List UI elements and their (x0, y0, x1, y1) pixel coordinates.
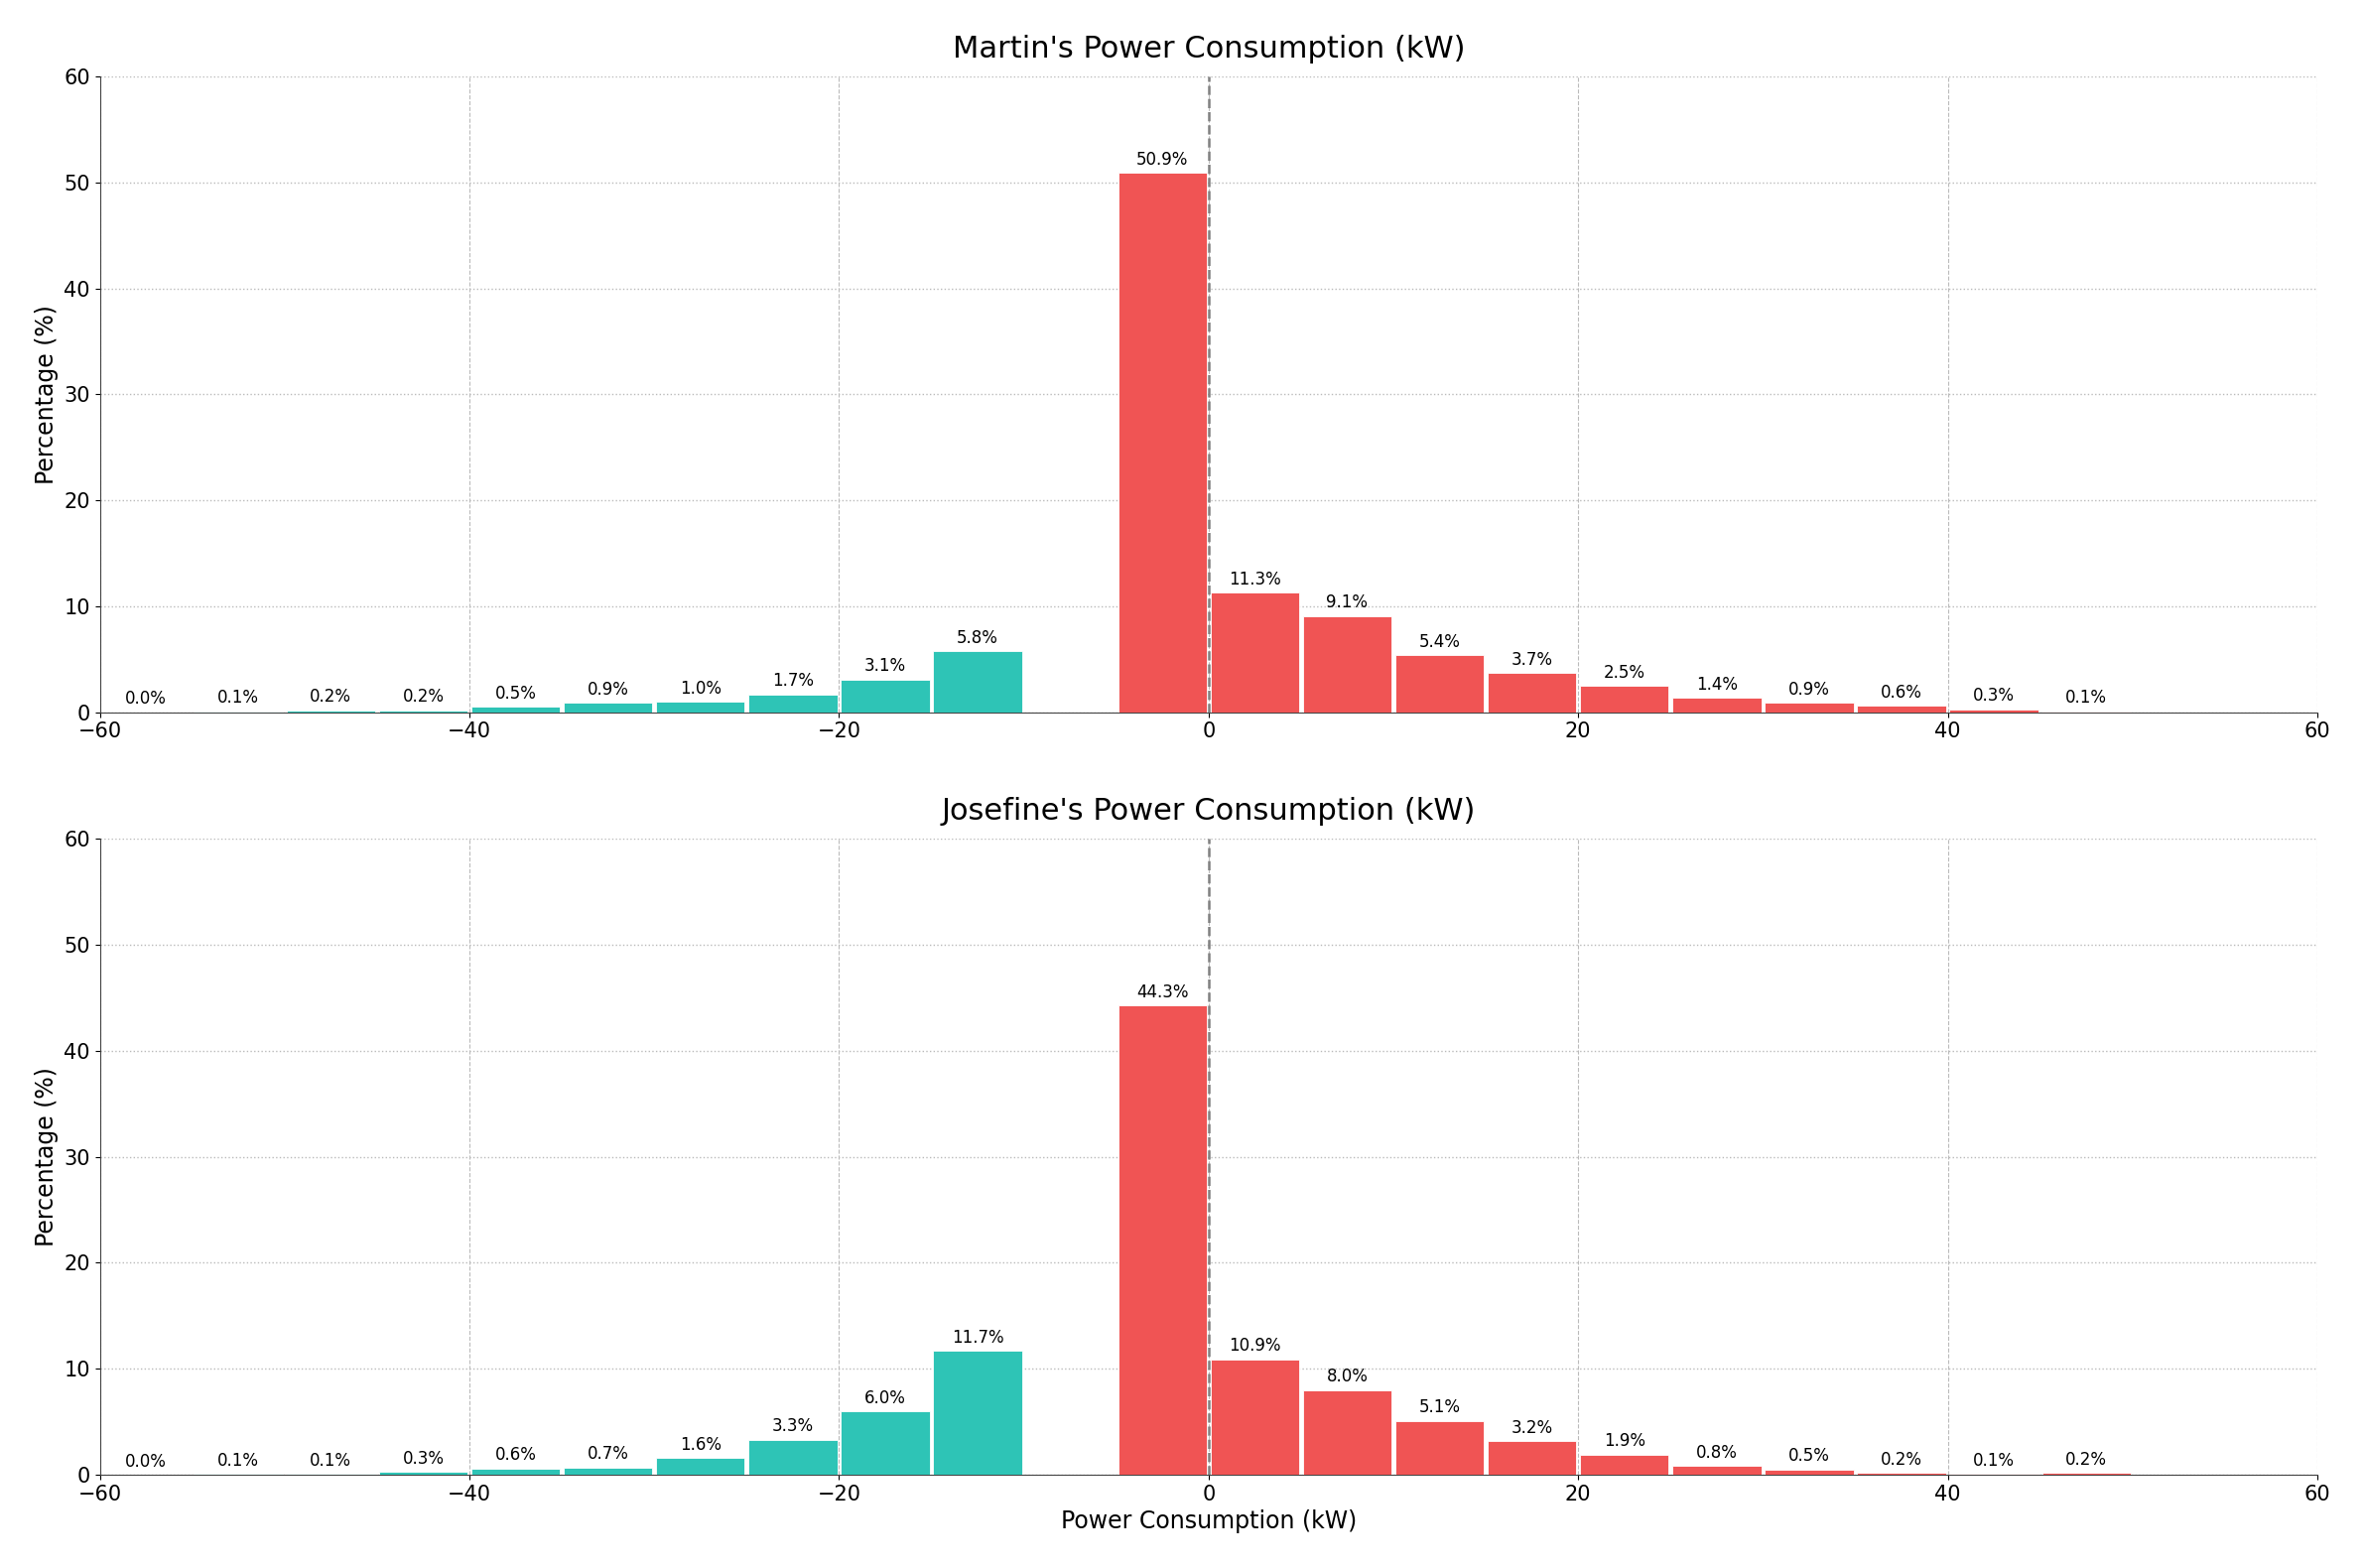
Text: 0.0%: 0.0% (125, 690, 168, 709)
Text: 0.1%: 0.1% (218, 1452, 260, 1469)
Bar (1119, 1005, 1206, 1475)
Bar (655, 701, 745, 712)
Bar (1764, 1469, 1854, 1475)
Text: 0.3%: 0.3% (1972, 687, 2015, 706)
Bar (1211, 593, 1298, 712)
Bar (471, 1468, 561, 1475)
Text: 0.6%: 0.6% (1880, 684, 1923, 701)
Text: 9.1%: 9.1% (1327, 594, 1367, 612)
Bar (1395, 1421, 1483, 1475)
Bar (655, 1458, 745, 1475)
Text: 6.0%: 6.0% (866, 1389, 906, 1406)
Bar (2041, 1472, 2131, 1475)
Text: 0.2%: 0.2% (310, 688, 352, 706)
Text: 5.1%: 5.1% (1419, 1399, 1462, 1416)
Text: 3.3%: 3.3% (771, 1417, 814, 1436)
Text: 8.0%: 8.0% (1327, 1367, 1367, 1386)
Text: 1.4%: 1.4% (1696, 676, 1738, 693)
Bar (378, 710, 468, 712)
Text: 0.8%: 0.8% (1696, 1444, 1738, 1461)
Bar (1119, 172, 1206, 712)
Text: 0.3%: 0.3% (402, 1449, 445, 1468)
Text: 0.9%: 0.9% (587, 681, 629, 698)
Text: 11.7%: 11.7% (951, 1328, 1003, 1347)
Title: Josefine's Power Consumption (kW): Josefine's Power Consumption (kW) (941, 797, 1476, 826)
Text: 3.7%: 3.7% (1511, 651, 1554, 670)
Bar (1211, 1359, 1298, 1475)
Y-axis label: Percentage (%): Percentage (%) (35, 1068, 59, 1247)
Text: 2.5%: 2.5% (1603, 663, 1646, 682)
Text: 0.9%: 0.9% (1788, 681, 1831, 698)
Bar (1303, 616, 1391, 712)
Bar (1672, 698, 1762, 712)
Bar (1580, 1455, 1670, 1475)
Text: 0.5%: 0.5% (1788, 1447, 1831, 1465)
Bar (747, 1439, 837, 1475)
Text: 11.3%: 11.3% (1230, 571, 1282, 588)
Text: 0.0%: 0.0% (125, 1452, 168, 1471)
X-axis label: Power Consumption (kW): Power Consumption (kW) (1060, 1510, 1358, 1534)
Bar (1395, 655, 1483, 712)
Text: 0.2%: 0.2% (2065, 1450, 2107, 1468)
Text: 0.7%: 0.7% (587, 1446, 629, 1463)
Bar (1764, 702, 1854, 712)
Bar (1488, 1441, 1577, 1475)
Y-axis label: Percentage (%): Percentage (%) (35, 304, 59, 485)
Bar (842, 1411, 929, 1475)
Text: 5.4%: 5.4% (1419, 633, 1459, 651)
Bar (1857, 706, 1946, 712)
Bar (934, 651, 1022, 712)
Bar (1303, 1389, 1391, 1475)
Bar (1672, 1466, 1762, 1475)
Text: 1.0%: 1.0% (679, 679, 721, 698)
Bar (1488, 673, 1577, 712)
Text: 50.9%: 50.9% (1138, 151, 1187, 169)
Text: 0.6%: 0.6% (494, 1446, 537, 1465)
Bar (563, 702, 653, 712)
Bar (1580, 685, 1670, 712)
Bar (747, 695, 837, 712)
Text: 0.1%: 0.1% (218, 688, 260, 707)
Bar (378, 1471, 468, 1475)
Title: Martin's Power Consumption (kW): Martin's Power Consumption (kW) (953, 34, 1464, 63)
Text: 10.9%: 10.9% (1230, 1338, 1282, 1355)
Bar (1949, 709, 2039, 712)
Text: 1.9%: 1.9% (1603, 1433, 1646, 1450)
Text: 0.1%: 0.1% (1972, 1452, 2015, 1469)
Text: 0.1%: 0.1% (2065, 688, 2107, 707)
Bar (471, 707, 561, 712)
Text: 5.8%: 5.8% (958, 629, 998, 646)
Text: 3.1%: 3.1% (863, 657, 906, 676)
Bar (1857, 1472, 1946, 1475)
Text: 0.1%: 0.1% (310, 1452, 352, 1469)
Text: 0.5%: 0.5% (494, 685, 537, 702)
Bar (563, 1468, 653, 1475)
Text: 44.3%: 44.3% (1135, 983, 1190, 1000)
Text: 3.2%: 3.2% (1511, 1419, 1554, 1436)
Text: 0.2%: 0.2% (1880, 1450, 1923, 1468)
Text: 1.6%: 1.6% (679, 1436, 721, 1454)
Bar (934, 1350, 1022, 1475)
Text: 0.2%: 0.2% (402, 688, 445, 706)
Bar (842, 679, 929, 712)
Text: 1.7%: 1.7% (771, 673, 814, 690)
Bar (286, 710, 376, 712)
